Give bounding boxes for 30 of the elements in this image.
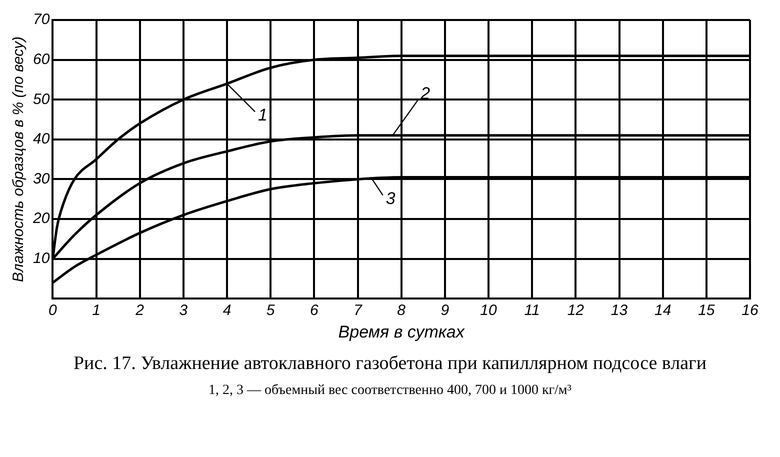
legend-label: 1	[258, 105, 268, 124]
x-tick-label: 10	[480, 302, 498, 319]
y-tick-label: 70	[32, 11, 50, 28]
y-tick-label: 20	[32, 210, 50, 228]
y-tick-label: 30	[32, 170, 50, 188]
x-tick-label: 14	[654, 302, 672, 319]
y-tick-label: 10	[32, 250, 50, 267]
x-tick-label: 7	[354, 302, 363, 319]
x-tick-label: 16	[742, 302, 759, 319]
text: 1, 2, 3 — объемный вес соответственно 400, 700 и 1000 кг/м³	[207, 383, 572, 399]
x-tick-label: 11	[524, 302, 540, 319]
x-tick-label: 2	[134, 302, 145, 319]
y-tick-label: 50	[32, 90, 50, 108]
x-tick-label: 3	[179, 302, 188, 319]
y-tick-label: 60	[32, 50, 50, 68]
y-axis-title: Влажность образцов в % (по весу)	[10, 36, 28, 282]
x-tick-label: 4	[222, 302, 232, 319]
x-tick-label: 6	[310, 302, 320, 319]
legend-label: 3	[386, 188, 396, 208]
x-tick-label: 15	[698, 302, 716, 319]
y-tick-label: 40	[32, 130, 50, 148]
x-tick-label: 1	[92, 302, 100, 319]
x-tick-label: 0	[48, 302, 58, 319]
text: Рис. 17. Увлажнение автоклавного газобетона при капиллярном подсосе влаги	[72, 353, 708, 375]
x-tick-label: 9	[440, 302, 450, 319]
x-axis-title: Время в сутках	[338, 322, 465, 342]
x-tick-label: 13	[610, 302, 628, 319]
x-tick-label: 8	[397, 302, 406, 319]
x-tick-label: 5	[266, 302, 276, 319]
x-tick-label: 12	[567, 302, 585, 319]
